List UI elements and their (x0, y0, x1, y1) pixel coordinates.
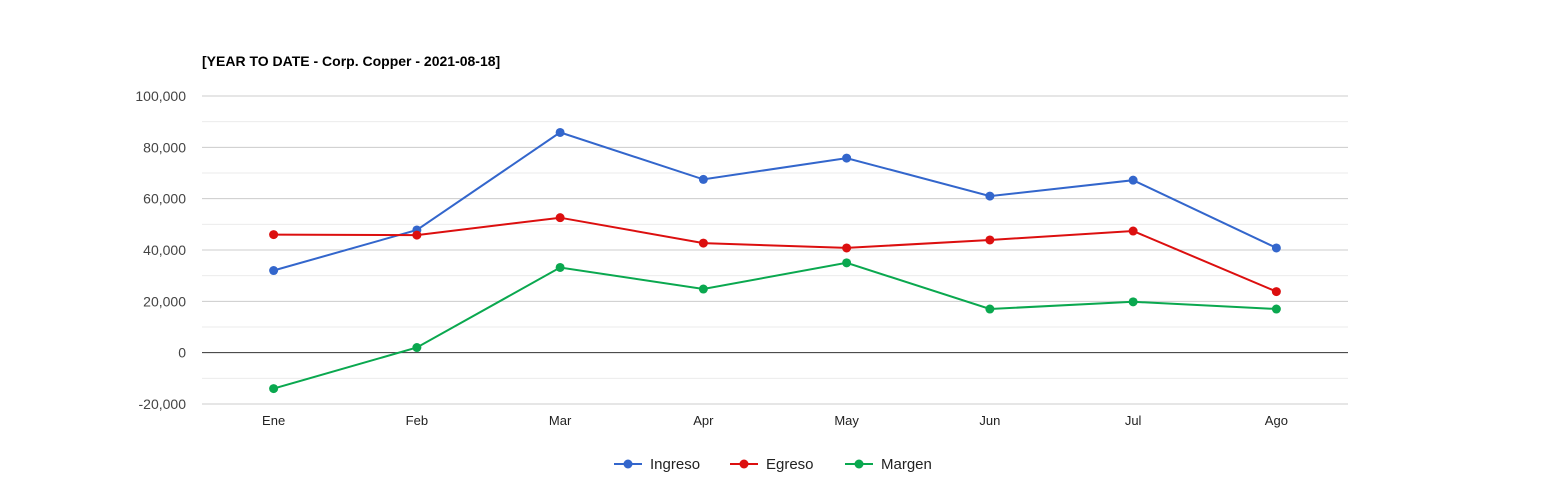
x-axis-ticks: Ene Feb Mar Apr May Jun Jul Ago (262, 413, 1288, 428)
y-tick-label: 40,000 (143, 242, 186, 258)
x-tick-label: Mar (549, 413, 572, 428)
x-tick-label: Ene (262, 413, 285, 428)
legend-item-egreso[interactable]: Egreso (730, 456, 814, 473)
x-tick-label: May (834, 413, 859, 428)
series-line-margen (273, 261, 1277, 390)
legend-label: Ingreso (650, 456, 700, 473)
data-point-ingreso[interactable] (1271, 243, 1281, 253)
data-point-egreso[interactable] (1271, 287, 1281, 297)
data-point-egreso[interactable] (842, 243, 852, 253)
data-point-ingreso[interactable] (985, 191, 995, 201)
data-point-margen[interactable] (1128, 297, 1138, 307)
x-tick-label: Ago (1265, 413, 1288, 428)
data-point-egreso[interactable] (269, 230, 279, 240)
y-tick-label: 80,000 (143, 139, 186, 155)
series-line-ingreso (273, 131, 1277, 272)
data-point-egreso[interactable] (555, 213, 565, 223)
data-point-ingreso[interactable] (555, 127, 565, 137)
legend-item-ingreso[interactable]: Ingreso (614, 456, 700, 473)
y-tick-label: 0 (178, 345, 186, 361)
data-point-margen[interactable] (412, 343, 422, 353)
x-tick-label: Apr (693, 413, 714, 428)
series-group (269, 127, 1281, 394)
legend-marker (854, 459, 864, 469)
legend-label: Margen (881, 456, 932, 473)
data-point-margen[interactable] (269, 384, 279, 394)
data-point-margen[interactable] (1271, 304, 1281, 314)
data-point-margen[interactable] (842, 258, 852, 268)
data-point-egreso[interactable] (985, 235, 995, 245)
legend-label: Egreso (766, 456, 814, 473)
x-tick-label: Jul (1125, 413, 1142, 428)
legend-item-margen[interactable]: Margen (845, 456, 932, 473)
y-tick-label: -20,000 (139, 396, 187, 412)
data-point-egreso[interactable] (698, 238, 708, 248)
data-point-ingreso[interactable] (269, 266, 279, 276)
legend[interactable]: Ingreso Egreso Margen (614, 456, 932, 473)
data-point-egreso[interactable] (1128, 226, 1138, 236)
data-point-margen[interactable] (555, 262, 565, 272)
data-point-ingreso[interactable] (1128, 175, 1138, 185)
y-tick-label: 60,000 (143, 191, 186, 207)
data-point-ingreso[interactable] (698, 174, 708, 184)
x-tick-label: Feb (406, 413, 428, 428)
data-point-egreso[interactable] (412, 230, 422, 240)
data-point-margen[interactable] (698, 284, 708, 294)
legend-marker (623, 459, 633, 469)
data-point-ingreso[interactable] (842, 153, 852, 163)
y-tick-label: 20,000 (143, 293, 186, 309)
gridlines (202, 95, 1348, 405)
data-point-margen[interactable] (985, 304, 995, 314)
x-tick-label: Jun (979, 413, 1000, 428)
y-axis-ticks: -20,000 0 20,000 40,000 60,000 80,000 100,000 (135, 88, 186, 412)
series-line-egreso (273, 216, 1277, 293)
legend-marker (739, 459, 749, 469)
y-tick-label: 100,000 (135, 88, 186, 104)
chart-title: [YEAR TO DATE - Corp. Copper - 2021-08-1… (202, 53, 500, 69)
